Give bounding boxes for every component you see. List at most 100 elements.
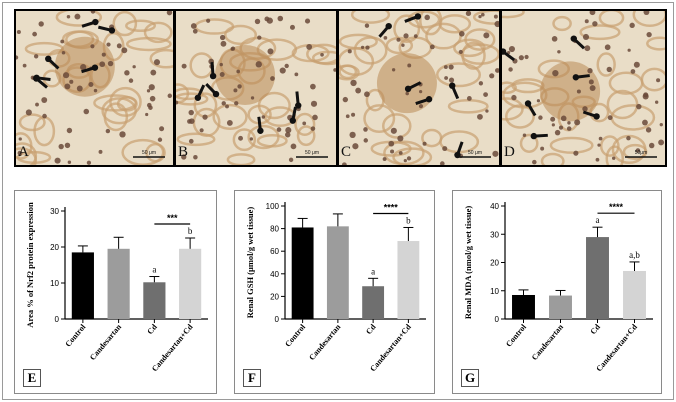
bar-1	[71, 252, 94, 319]
cell-nucleus	[351, 112, 356, 117]
cell-nucleus	[448, 64, 454, 70]
tubule-outline	[504, 104, 535, 129]
cell-nucleus	[192, 28, 198, 34]
tubule-outline	[223, 24, 258, 46]
scale-label: 50 μm	[305, 150, 319, 156]
x-tick-label: Cd	[145, 322, 159, 336]
cell-nucleus	[289, 24, 295, 30]
arrow-head	[425, 96, 433, 103]
cell-nucleus	[511, 94, 517, 101]
cell-nucleus	[181, 63, 187, 69]
tubule-outline	[311, 50, 336, 66]
cell-nucleus	[254, 18, 261, 25]
cell-nucleus	[32, 31, 37, 37]
cell-nucleus	[582, 106, 588, 112]
cell-nucleus	[483, 92, 488, 97]
tubule-outline	[460, 43, 499, 65]
cell-nucleus	[588, 79, 594, 85]
scale-label: 50 μm	[468, 150, 482, 156]
cell-nucleus	[642, 119, 648, 126]
cell-nucleus	[188, 109, 194, 116]
cell-nucleus	[360, 45, 365, 50]
cell-nucleus	[76, 85, 83, 92]
tissue-image: 50 μm	[176, 11, 336, 165]
cell-nucleus	[219, 72, 225, 78]
tubule-outline	[176, 132, 216, 147]
arrow-head	[593, 113, 600, 120]
tubule-outline	[226, 153, 256, 165]
cell-nucleus	[458, 49, 463, 55]
cell-nucleus	[584, 45, 591, 52]
cell-nucleus	[18, 137, 22, 141]
cell-nucleus	[401, 43, 405, 47]
cell-nucleus	[524, 54, 529, 60]
cell-nucleus	[477, 113, 483, 120]
scale-label: 50 μm	[142, 150, 156, 156]
cell-nucleus	[598, 136, 603, 141]
bar-1	[291, 227, 314, 319]
cell-nucleus	[429, 44, 435, 50]
micrograph-strip: 50 μm A 50 μm B 50 μm C 50μm D	[14, 9, 667, 167]
cell-nucleus	[422, 141, 427, 146]
cell-nucleus	[645, 127, 652, 133]
cell-nucleus	[419, 90, 423, 94]
bar-4	[623, 270, 646, 319]
cell-nucleus	[573, 150, 579, 156]
cell-nucleus	[659, 122, 663, 127]
tubule-outline	[540, 152, 565, 165]
cell-nucleus	[390, 127, 397, 134]
tubule-outline	[257, 91, 291, 120]
cell-nucleus	[483, 32, 490, 39]
tubule-outline	[519, 133, 539, 153]
cell-nucleus	[284, 63, 289, 69]
arrow-head	[404, 85, 412, 93]
cell-nucleus	[403, 33, 409, 39]
tubule-outline	[125, 19, 157, 32]
cell-nucleus	[478, 14, 482, 19]
tubule-outline	[353, 36, 388, 65]
tubule-outline	[632, 11, 665, 28]
cell-nucleus	[566, 126, 572, 131]
cell-nucleus	[157, 137, 163, 142]
cell-nucleus	[391, 68, 396, 72]
cell-nucleus	[648, 142, 655, 149]
tubule-outline	[112, 11, 138, 37]
cell-nucleus	[234, 101, 239, 106]
cell-nucleus	[604, 44, 611, 51]
cell-nucleus	[276, 127, 282, 132]
arrow-head	[212, 90, 220, 98]
cell-nucleus	[146, 89, 151, 93]
cell-nucleus	[310, 83, 316, 90]
cell-nucleus	[508, 45, 516, 53]
cell-nucleus	[193, 154, 198, 160]
tubule-outline	[247, 124, 280, 150]
cell-nucleus	[607, 115, 613, 121]
cell-nucleus	[267, 48, 274, 55]
cell-nucleus	[42, 113, 47, 119]
micrograph-d: 50μm D	[502, 11, 665, 165]
y-tick-label: 100	[266, 202, 280, 211]
cell-nucleus	[557, 50, 561, 54]
tubule-outline	[453, 38, 486, 58]
cell-nucleus	[153, 59, 161, 66]
cell-nucleus	[536, 99, 541, 103]
y-axis-label: Renal GSH (μmol/g wet tissue)	[245, 207, 255, 319]
cell-nucleus	[107, 60, 114, 67]
glomerulus	[215, 44, 276, 105]
arrow-head	[295, 102, 302, 109]
chart-panel-e: 0 10 20 30 Area % of Nrf2 protein expression…	[14, 190, 217, 394]
cell-nucleus	[629, 22, 635, 29]
y-tick-label: 80	[270, 225, 279, 234]
y-tick-label: 20	[490, 259, 499, 268]
cell-nucleus	[101, 52, 106, 57]
cell-nucleus	[266, 17, 273, 24]
tubule-outline	[101, 97, 137, 125]
cell-nucleus	[646, 31, 652, 38]
tissue-image: 50μm	[502, 11, 665, 165]
cell-nucleus	[439, 161, 445, 165]
tubule-outline	[109, 86, 142, 117]
cell-nucleus	[219, 62, 223, 67]
cell-nucleus	[465, 11, 472, 17]
cell-nucleus	[249, 137, 254, 141]
cell-nucleus	[80, 64, 87, 71]
